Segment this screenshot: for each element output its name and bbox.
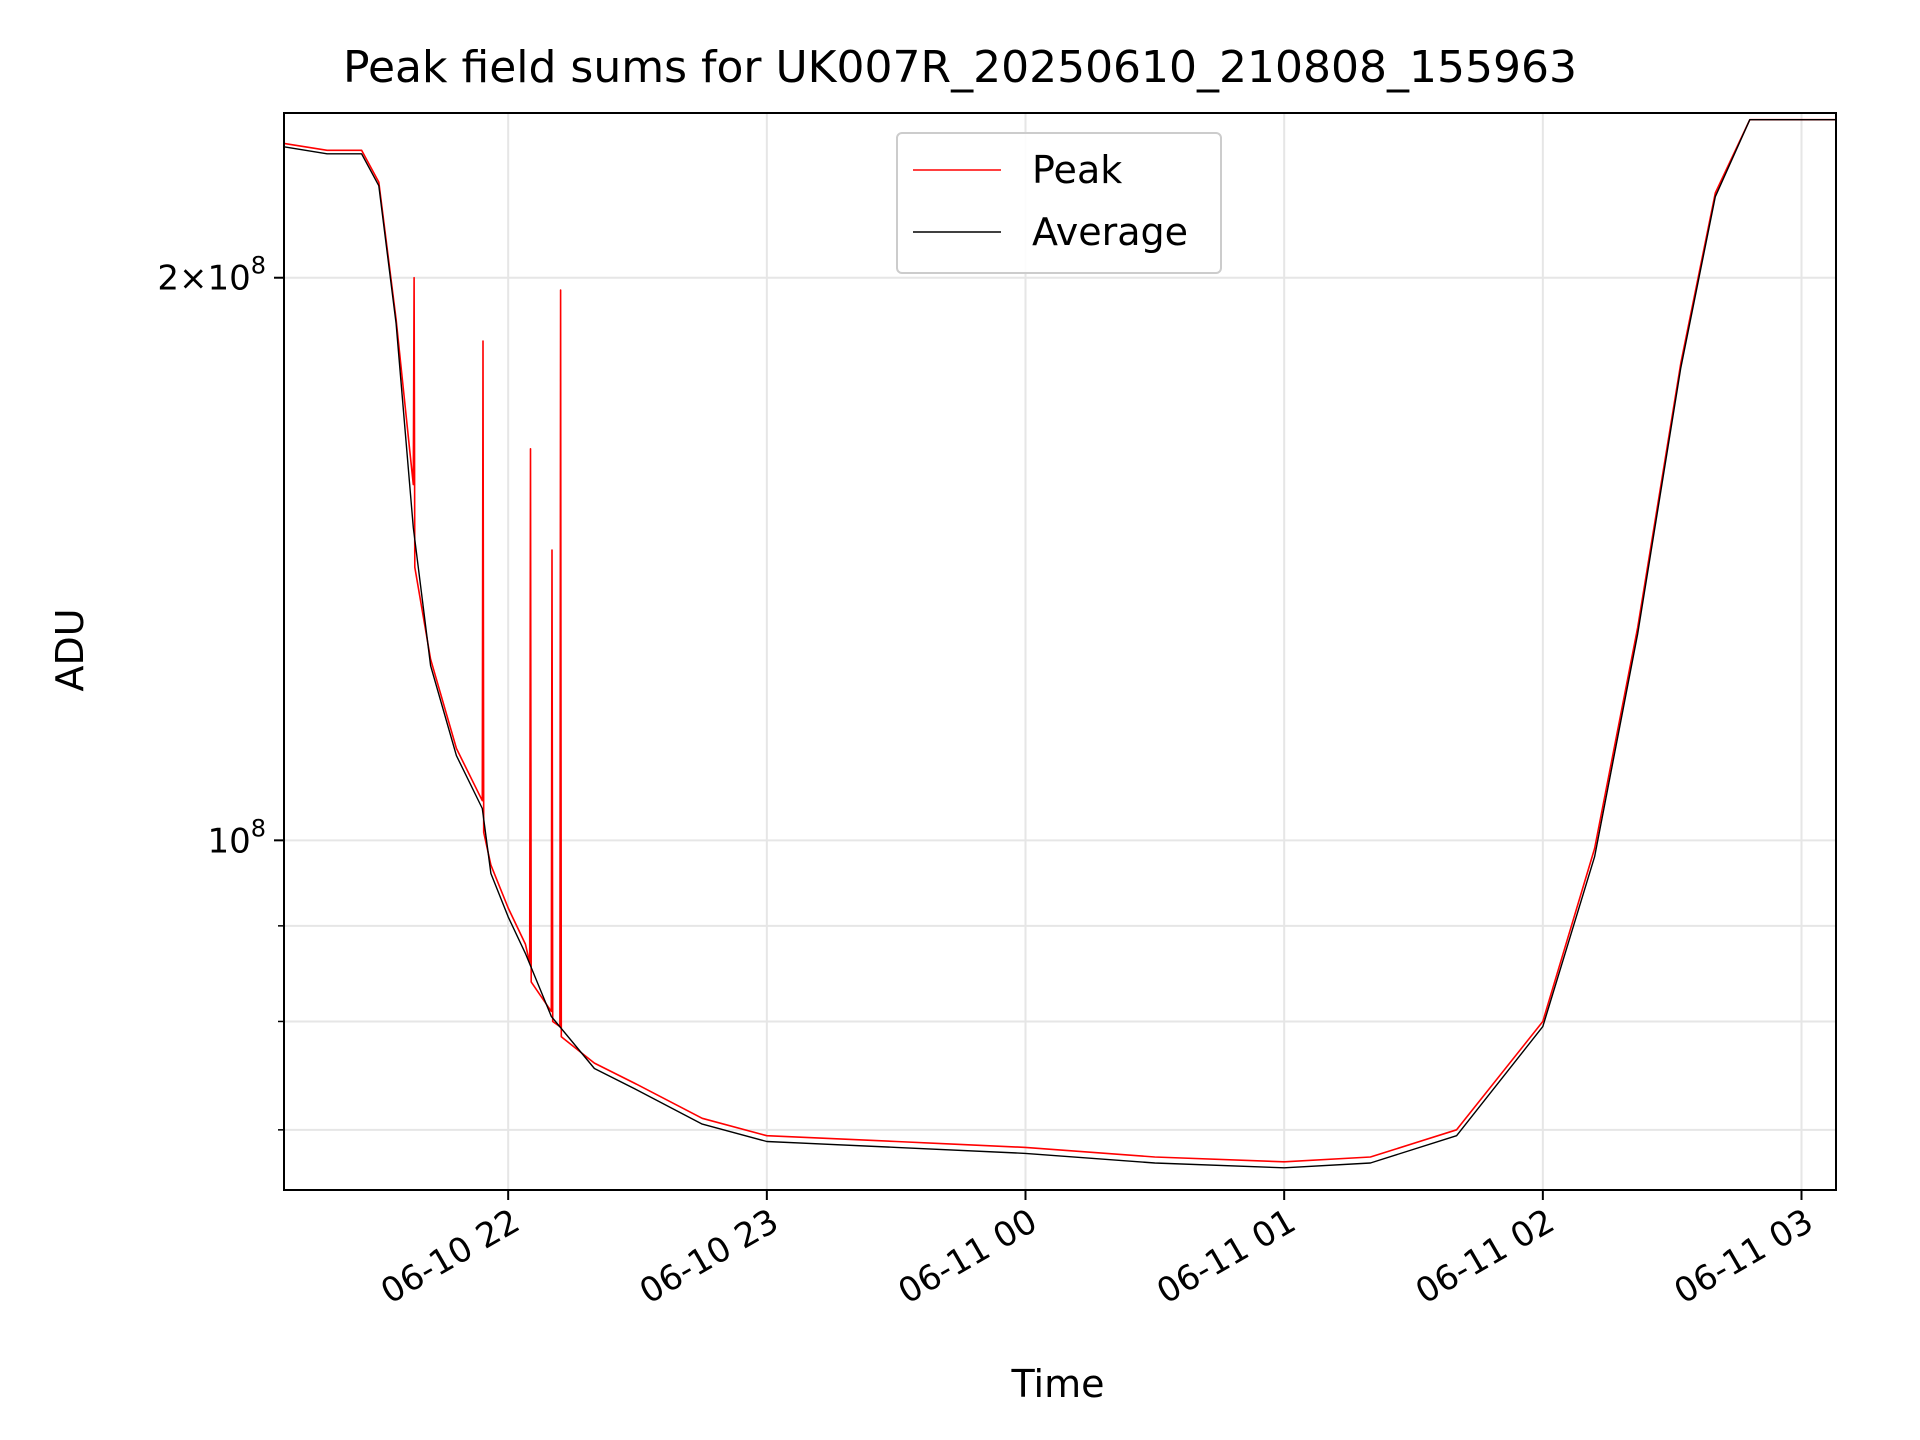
x-tick-label: 06-11 01 <box>1150 1201 1302 1312</box>
series-layer <box>283 118 1836 1169</box>
x-tick-label: 06-11 03 <box>1668 1201 1820 1312</box>
x-tick-label: 06-11 02 <box>1409 1201 1561 1312</box>
x-axis-label: Time <box>1011 1362 1105 1406</box>
legend-label-average: Average <box>1032 210 1189 254</box>
legend <box>896 132 1222 274</box>
series-line-peak <box>283 118 1836 1163</box>
x-tick-label: 06-10 23 <box>633 1201 785 1312</box>
y-axis-label: ADU <box>48 608 92 692</box>
y-tick-label: 108 <box>207 814 266 861</box>
axes-frame <box>283 112 1837 1191</box>
series-line-average <box>283 119 1836 1169</box>
x-tick-label: 06-11 00 <box>892 1201 1044 1312</box>
chart-title: Peak field sums for UK007R_20250610_2108… <box>343 42 1577 93</box>
y-tick-label: 2×108 <box>157 252 266 299</box>
ticks: 06-10 22 06-10 23 06-11 00 06-11 01 06-11 02… <box>157 252 1820 1313</box>
grid <box>284 113 1836 1190</box>
x-tick-label: 06-10 22 <box>374 1201 526 1312</box>
legend-box <box>896 132 1222 274</box>
legend-label-peak: Peak <box>1032 148 1123 192</box>
